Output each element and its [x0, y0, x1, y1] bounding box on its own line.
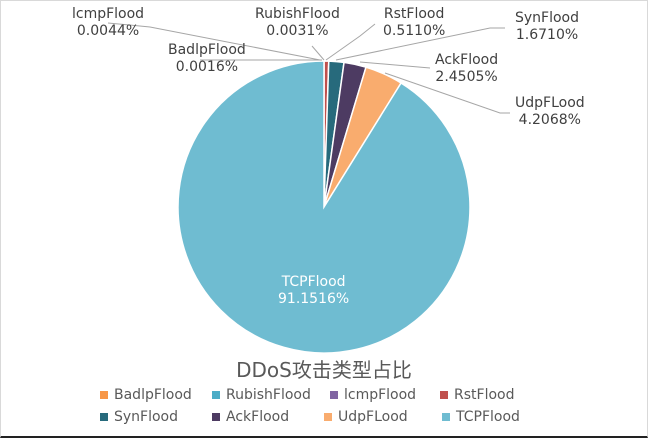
legend-item-rubishflood[interactable]: RubishFlood [212, 387, 330, 403]
legend-item-lcmpflood[interactable]: lcmpFlood [330, 387, 440, 403]
label-ackflood: AckFlood 2.4505% [435, 52, 498, 86]
leader-lines [107, 22, 510, 114]
label-name: TCPFlood [281, 274, 346, 290]
legend: BadlpFlood RubishFlood lcmpFlood RstFlood S… [100, 384, 550, 428]
legend-item-udpflood[interactable]: UdpFLood [324, 409, 442, 425]
label-name: lcmpFlood [72, 6, 145, 22]
label-name: RstFlood [383, 6, 445, 22]
label-name: UdpFLood [515, 95, 585, 111]
leader-line-rst [325, 23, 376, 61]
legend-swatch-icon [440, 391, 448, 399]
legend-swatch-icon [100, 413, 108, 421]
leader-line-syn [335, 27, 505, 61]
legend-swatch-icon [212, 391, 220, 399]
label-value: 2.4505% [435, 69, 498, 85]
label-name: SynFlood [515, 10, 580, 26]
label-rstflood: RstFlood 0.5110% [383, 6, 445, 40]
chart-title: DDoS攻击类型占比 [236, 358, 412, 382]
label-udpflood: UdpFLood 4.2068% [515, 95, 585, 129]
legend-swatch-icon [442, 413, 450, 421]
legend-label: lcmpFlood [344, 387, 417, 403]
label-synflood: SynFlood 1.6710% [515, 10, 579, 44]
label-value: 1.6710% [515, 27, 579, 43]
label-value: 0.0044% [76, 23, 140, 39]
legend-label: UdpFLood [338, 409, 408, 425]
leader-line-lcmp [107, 22, 321, 61]
leader-line-ack [359, 61, 431, 69]
pie-slices [177, 60, 471, 354]
label-lcmpflood: lcmpFlood 0.0044% [72, 6, 144, 40]
label-badlpflood: BadlpFlood 0.0016% [168, 42, 246, 76]
label-name: RubishFlood [255, 6, 340, 22]
label-tcpflood: TCPFlood 91.1516% [278, 274, 349, 308]
label-value: 0.5110% [383, 23, 446, 39]
legend-swatch-icon [100, 391, 108, 399]
label-name: AckFlood [435, 52, 499, 68]
legend-label: SynFlood [114, 409, 179, 425]
legend-item-badlpflood[interactable]: BadlpFlood [100, 387, 212, 403]
legend-item-rstflood[interactable]: RstFlood [440, 387, 540, 403]
label-value: 91.1516% [278, 291, 350, 307]
legend-row: BadlpFlood RubishFlood lcmpFlood RstFlood [100, 384, 550, 406]
pie-slice-tcpflood [177, 60, 471, 354]
legend-label: TCPFlood [456, 409, 520, 425]
leader-line-udp [384, 72, 510, 114]
legend-swatch-icon [330, 391, 338, 399]
legend-item-ackflood[interactable]: AckFlood [212, 409, 324, 425]
legend-item-synflood[interactable]: SynFlood [100, 409, 212, 425]
legend-row: SynFlood AckFlood UdpFLood TCPFlood [100, 406, 550, 428]
label-value: 0.0016% [175, 59, 239, 75]
label-value: 4.2068% [518, 112, 581, 128]
legend-label: RstFlood [454, 387, 515, 403]
legend-label: BadlpFlood [114, 387, 192, 403]
legend-item-tcpflood[interactable]: TCPFlood [442, 409, 542, 425]
legend-label: RubishFlood [226, 387, 311, 403]
legend-label: AckFlood [226, 409, 290, 425]
leader-line-rubish [311, 45, 325, 61]
legend-swatch-icon [324, 413, 332, 421]
label-rubishflood: RubishFlood 0.0031% [255, 6, 340, 40]
label-value: 0.0031% [266, 23, 329, 39]
legend-swatch-icon [212, 413, 220, 421]
label-name: BadlpFlood [168, 42, 246, 58]
